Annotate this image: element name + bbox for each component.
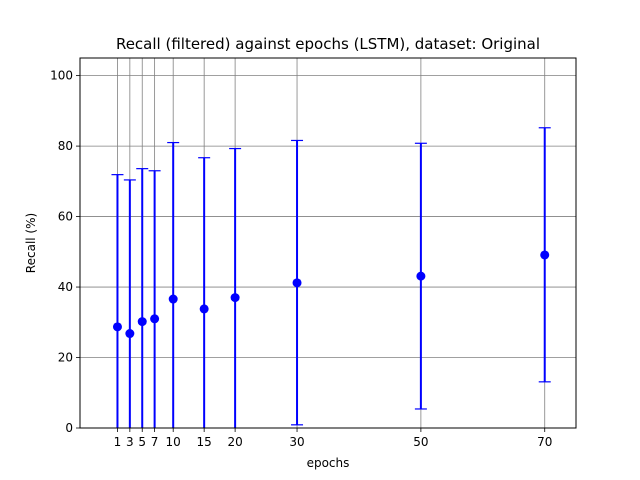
x-tick-label: 3 [126, 435, 134, 449]
x-tick-label: 70 [537, 435, 552, 449]
x-axis-label: epochs [307, 456, 350, 470]
y-tick-label: 0 [65, 421, 73, 435]
x-tick-label: 5 [138, 435, 146, 449]
data-point [230, 293, 240, 303]
data-point [125, 329, 135, 339]
axis-ticks: 1 3 5 7 10 15 20 30 50 70 0 20 40 60 80 100 [50, 69, 552, 449]
data-point [112, 322, 122, 332]
data-series [111, 127, 551, 428]
x-tick-label: 7 [151, 435, 159, 449]
x-tick-label: 20 [227, 435, 242, 449]
data-point [540, 250, 550, 260]
x-tick-label: 1 [114, 435, 122, 449]
data-point [292, 278, 302, 288]
y-tick-label: 20 [58, 351, 73, 365]
y-axis-label: Recall (%) [24, 213, 38, 273]
x-tick-label: 30 [289, 435, 304, 449]
data-point [137, 317, 147, 327]
y-tick-label: 40 [58, 280, 73, 294]
data-point [168, 294, 178, 304]
chart-title: Recall (filtered) against epochs (LSTM),… [116, 35, 540, 53]
y-tick-label: 100 [50, 69, 73, 83]
x-tick-label: 50 [413, 435, 428, 449]
x-tick-label: 10 [166, 435, 181, 449]
y-tick-label: 80 [58, 139, 73, 153]
x-tick-label: 15 [197, 435, 212, 449]
data-point [150, 314, 160, 324]
data-point [416, 271, 426, 281]
plot-area-frame [79, 57, 577, 429]
data-point [199, 304, 209, 314]
y-tick-label: 60 [58, 210, 73, 224]
